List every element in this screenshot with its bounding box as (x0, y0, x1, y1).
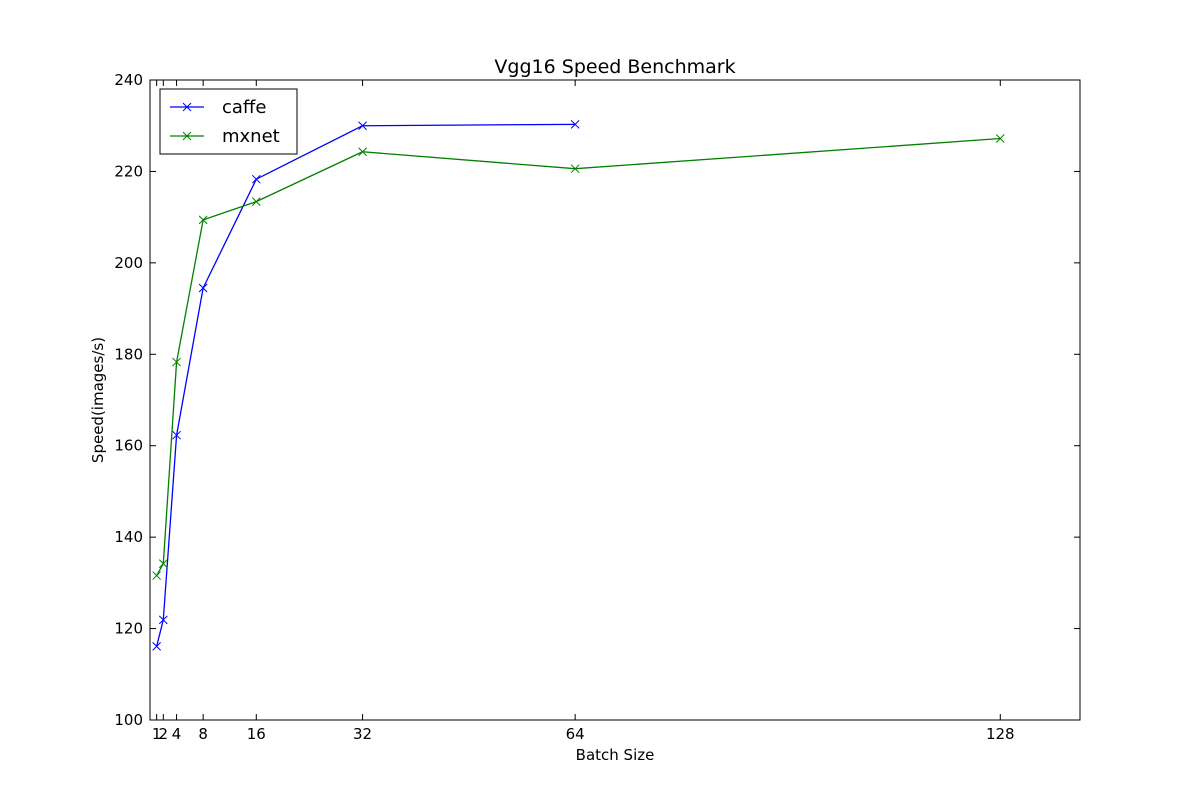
y-tick-label: 120 (114, 620, 143, 638)
y-tick-label: 140 (114, 528, 143, 546)
data-point-caffe (158, 615, 168, 625)
legend-marker-caffe (182, 102, 192, 112)
x-axis-title: Batch Size (576, 746, 655, 764)
x-tick-label: 2 (159, 725, 169, 743)
legend-marker-mxnet (182, 131, 192, 141)
x-tick-label: 4 (172, 725, 182, 743)
legend-label-caffe: caffe (222, 97, 266, 118)
plot-frame (149, 79, 1081, 721)
x-axis: 12 4 8 16 32 64 128 (152, 80, 1015, 743)
y-tick-label: 180 (114, 345, 143, 363)
legend-marker-x-mxnet (182, 131, 192, 141)
data-point-mxnet (198, 215, 208, 225)
y-tick-label: 160 (114, 437, 143, 455)
series-caffe (152, 119, 580, 651)
data-point-mxnet (995, 134, 1005, 143)
data-point-caffe (251, 174, 261, 184)
data-point-caffe (198, 283, 208, 293)
data-point-mxnet (152, 571, 161, 580)
legend-marker-x-caffe (182, 102, 192, 112)
y-axis: 100 120 140 160 180 200 220 240 (114, 71, 1080, 729)
data-point-mxnet (570, 164, 580, 174)
x-tick-label: 16 (247, 725, 266, 743)
legend: caffe mxnet (159, 88, 298, 155)
y-tick-label: 220 (114, 162, 143, 180)
x-tick-label: 64 (566, 725, 585, 743)
y-tick-label: 100 (114, 711, 143, 729)
data-point-mxnet (172, 357, 181, 367)
x-tick-label: 8 (198, 725, 208, 743)
series-mxnet (152, 134, 1005, 580)
data-point-caffe (172, 430, 181, 440)
legend-entry-caffe: caffe (170, 97, 266, 118)
data-point-caffe (152, 642, 161, 651)
x-tick-label: 32 (353, 725, 372, 743)
data-point-caffe (570, 119, 580, 129)
data-point-mxnet (251, 197, 261, 206)
y-tick-label: 240 (114, 71, 143, 89)
data-point-caffe (358, 121, 367, 131)
x-tick-label: 1 (152, 725, 162, 743)
legend-label-mxnet: mxnet (222, 126, 280, 147)
legend-entry-mxnet: mxnet (170, 126, 280, 147)
data-point-mxnet (158, 559, 168, 569)
series-line-mxnet (156, 137, 1001, 576)
data-point-mxnet (358, 147, 367, 157)
y-tick-label: 200 (114, 254, 143, 272)
x-tick-label: 128 (986, 725, 1015, 743)
series-layer (152, 119, 1005, 651)
chart-title: Vgg16 Speed Benchmark (494, 56, 735, 78)
y-axis-title: Speed(images/s) (89, 337, 107, 463)
legend-box (159, 88, 298, 155)
